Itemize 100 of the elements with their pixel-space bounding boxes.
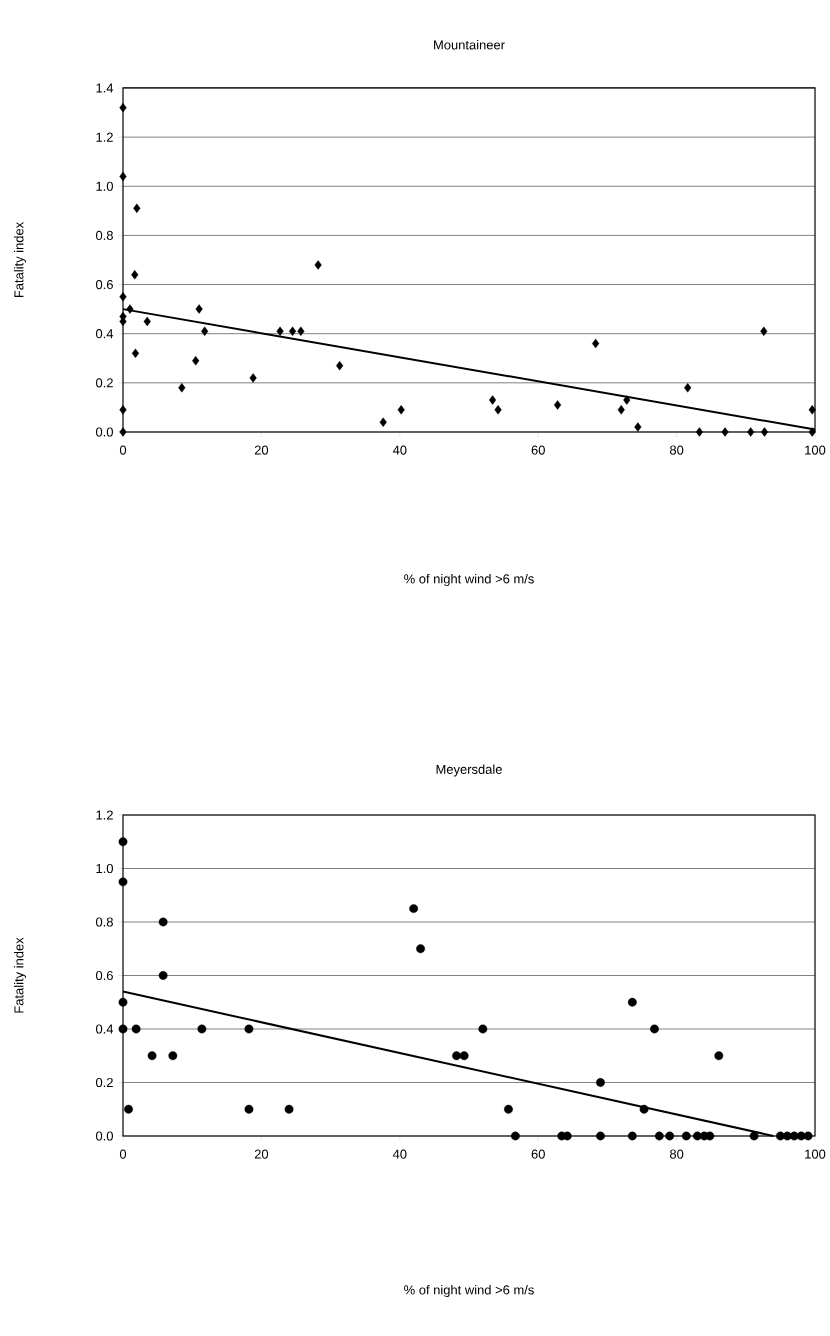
point: [639, 1104, 649, 1114]
x-tick-label: 60: [531, 445, 545, 455]
point: [197, 1024, 207, 1034]
x-axis-title: % of night wind >6 m/s: [404, 1284, 534, 1298]
point: [119, 292, 127, 302]
x-tick-label: 0: [119, 445, 127, 455]
point: [808, 427, 816, 437]
point: [796, 1131, 806, 1141]
chart-title: Meyersdale: [436, 764, 502, 777]
point: [510, 1131, 520, 1141]
point: [249, 373, 257, 383]
point: [494, 405, 502, 415]
point: [503, 1104, 513, 1114]
point: [749, 1131, 759, 1141]
point: [695, 427, 703, 437]
point: [721, 427, 729, 437]
point: [118, 997, 128, 1007]
y-axis-title: Fatality index: [13, 937, 26, 1013]
point: [276, 326, 284, 336]
point: [147, 1051, 157, 1061]
point: [459, 1051, 469, 1061]
point: [195, 304, 203, 314]
x-axis-title: % of night wind >6 m/s: [404, 573, 534, 587]
y-tick-label: 0.2: [95, 378, 113, 388]
point: [617, 405, 625, 415]
point: [119, 102, 127, 113]
point: [244, 1104, 254, 1114]
point: [131, 348, 139, 359]
x-tick-label: 40: [392, 445, 407, 455]
point: [124, 1104, 133, 1114]
y-tick-label: 0.0: [95, 1131, 113, 1141]
point: [178, 383, 186, 393]
point: [314, 260, 322, 270]
point: [684, 383, 692, 393]
point: [119, 427, 127, 437]
point: [244, 1024, 254, 1034]
chart-title: Mountaineer: [434, 39, 505, 50]
point: [592, 338, 600, 349]
point: [760, 427, 769, 437]
point: [409, 904, 418, 914]
point: [623, 395, 631, 405]
y-tick-label: 0.6: [95, 970, 113, 981]
point: [596, 1078, 605, 1087]
y-tick-label: 0.4: [95, 1024, 114, 1034]
point: [627, 997, 637, 1007]
point: [131, 1024, 141, 1034]
point: [452, 1051, 461, 1061]
point: [478, 1024, 488, 1034]
x-tick-label: 20: [254, 1149, 269, 1159]
y-tick-label: 0.0: [95, 427, 113, 437]
point: [397, 405, 405, 415]
point: [168, 1051, 178, 1061]
x-tick-label: 80: [669, 445, 684, 455]
y-tick-label: 0.6: [95, 279, 113, 290]
y-tick-label: 1.2: [96, 132, 113, 142]
point: [627, 1131, 637, 1141]
point: [553, 400, 562, 410]
point: [803, 1131, 813, 1141]
y-tick-label: 0.4: [95, 329, 114, 339]
point: [158, 917, 168, 927]
x-tick-label: 0: [119, 1149, 127, 1159]
point: [126, 304, 134, 314]
point: [158, 971, 168, 980]
point: [118, 837, 128, 847]
x-tick-label: 40: [392, 1149, 407, 1159]
y-tick-label: 1.4: [96, 83, 114, 93]
point: [665, 1131, 675, 1141]
y-tick-label: 0.8: [95, 230, 113, 240]
point: [118, 877, 128, 887]
y-tick-label: 1.0: [96, 863, 113, 874]
point: [808, 405, 816, 415]
point: [596, 1131, 605, 1141]
y-axis-title: Fatality index: [13, 221, 26, 298]
point: [681, 1131, 691, 1141]
x-tick-label: 20: [254, 445, 269, 455]
point: [379, 417, 387, 427]
y-tick-label: 1.0: [96, 181, 113, 191]
point: [284, 1104, 294, 1114]
point: [747, 427, 755, 437]
point: [119, 171, 127, 182]
point: [192, 356, 200, 366]
point: [760, 326, 768, 336]
point: [288, 326, 297, 336]
y-tick-label: 1.2: [96, 810, 113, 820]
point: [634, 422, 642, 432]
point: [650, 1024, 659, 1034]
point: [297, 326, 305, 336]
x-tick-label: 80: [669, 1149, 684, 1159]
x-tick-label: 100: [805, 445, 826, 455]
point: [335, 360, 344, 371]
point: [119, 405, 127, 415]
point: [118, 1024, 128, 1034]
x-tick-label: 60: [531, 1149, 545, 1159]
point: [131, 270, 139, 280]
y-tick-label: 0.2: [95, 1077, 113, 1088]
x-tick-label: 100: [805, 1149, 826, 1159]
y-tick-label: 0.8: [95, 917, 113, 927]
point: [654, 1131, 664, 1141]
point: [133, 203, 141, 214]
point: [714, 1051, 724, 1061]
